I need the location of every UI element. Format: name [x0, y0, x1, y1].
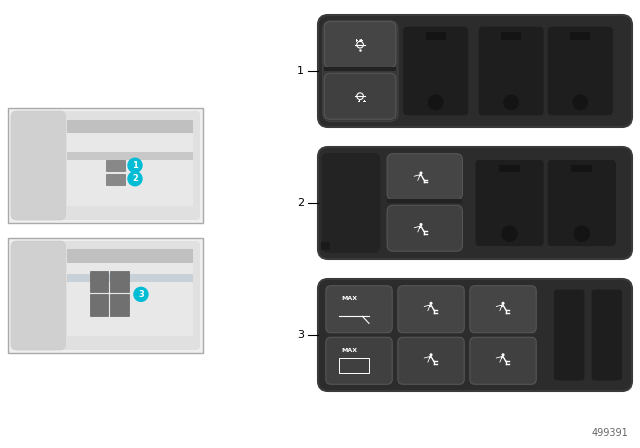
Circle shape — [501, 225, 518, 242]
Bar — [570, 32, 590, 39]
Bar — [90, 271, 108, 293]
FancyBboxPatch shape — [547, 159, 616, 247]
Text: 3: 3 — [138, 290, 144, 299]
FancyBboxPatch shape — [475, 159, 544, 247]
Bar — [111, 294, 129, 316]
Circle shape — [502, 302, 504, 305]
Text: MAX: MAX — [341, 348, 357, 353]
Bar — [106, 174, 125, 185]
FancyBboxPatch shape — [387, 205, 463, 251]
Bar — [324, 67, 396, 71]
Circle shape — [502, 353, 504, 356]
Text: 1: 1 — [297, 66, 304, 76]
Bar — [501, 32, 521, 39]
Bar — [8, 238, 203, 353]
Circle shape — [419, 223, 422, 226]
FancyBboxPatch shape — [398, 286, 464, 333]
FancyBboxPatch shape — [11, 111, 200, 220]
FancyBboxPatch shape — [318, 147, 632, 259]
Text: 1: 1 — [132, 161, 138, 170]
Bar — [8, 108, 203, 223]
Bar — [572, 165, 592, 172]
FancyBboxPatch shape — [326, 337, 392, 384]
Bar — [111, 271, 129, 293]
FancyBboxPatch shape — [318, 15, 632, 127]
Text: 499391: 499391 — [591, 428, 628, 438]
Bar — [499, 165, 520, 172]
Text: 2: 2 — [297, 198, 304, 208]
FancyBboxPatch shape — [11, 241, 200, 350]
Bar — [426, 32, 445, 39]
FancyBboxPatch shape — [321, 153, 381, 254]
FancyBboxPatch shape — [326, 286, 392, 333]
Bar — [67, 152, 193, 160]
Bar — [67, 274, 193, 282]
Circle shape — [134, 287, 148, 302]
Circle shape — [428, 95, 444, 110]
FancyBboxPatch shape — [591, 289, 623, 381]
FancyBboxPatch shape — [478, 26, 544, 116]
Circle shape — [503, 95, 519, 110]
FancyBboxPatch shape — [398, 337, 464, 384]
Bar — [67, 120, 193, 134]
Bar — [67, 250, 193, 263]
FancyBboxPatch shape — [547, 26, 613, 116]
FancyBboxPatch shape — [387, 154, 463, 200]
Text: 2: 2 — [132, 174, 138, 183]
FancyBboxPatch shape — [403, 26, 468, 116]
Circle shape — [419, 172, 422, 175]
Bar — [67, 255, 193, 336]
FancyBboxPatch shape — [554, 289, 585, 381]
FancyBboxPatch shape — [323, 21, 398, 121]
Circle shape — [128, 172, 142, 186]
Circle shape — [429, 302, 433, 305]
Circle shape — [573, 225, 590, 242]
FancyBboxPatch shape — [324, 73, 396, 119]
FancyBboxPatch shape — [318, 279, 632, 391]
Bar — [90, 294, 108, 316]
Text: MAX: MAX — [341, 297, 357, 302]
Bar — [321, 242, 330, 250]
FancyBboxPatch shape — [470, 286, 536, 333]
FancyBboxPatch shape — [11, 241, 66, 350]
Bar — [67, 125, 193, 206]
Bar — [387, 199, 463, 203]
Text: 3: 3 — [297, 330, 304, 340]
FancyBboxPatch shape — [324, 22, 396, 68]
Circle shape — [572, 95, 588, 110]
FancyBboxPatch shape — [470, 337, 536, 384]
Circle shape — [429, 353, 433, 356]
Bar — [339, 358, 369, 373]
FancyBboxPatch shape — [11, 111, 66, 220]
Circle shape — [128, 158, 142, 172]
Bar — [106, 160, 125, 172]
